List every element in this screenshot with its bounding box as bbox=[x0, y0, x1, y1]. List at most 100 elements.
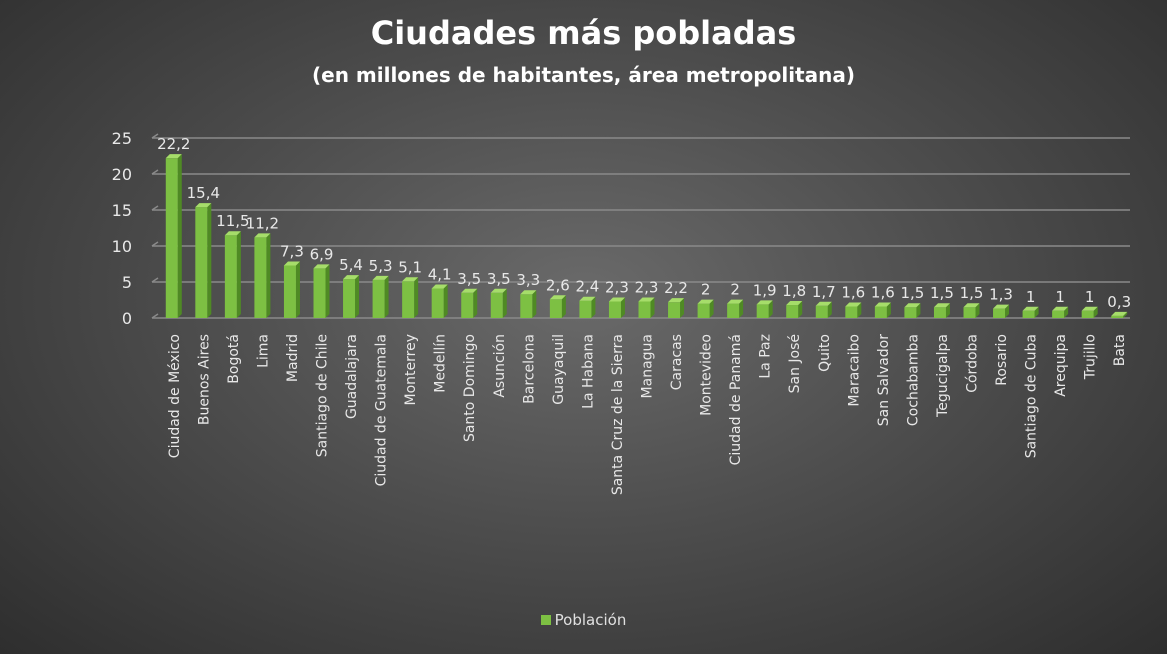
bar bbox=[1022, 306, 1039, 318]
data-label: 1,5 bbox=[960, 284, 984, 302]
category-label: Cochabamba bbox=[905, 334, 921, 426]
bar-front bbox=[786, 305, 799, 318]
bar-front bbox=[963, 307, 976, 318]
data-label: 5,4 bbox=[339, 256, 363, 274]
bar-front bbox=[520, 294, 533, 318]
bar-top bbox=[756, 300, 773, 305]
category-label: Rosario bbox=[994, 334, 1010, 386]
bar-top bbox=[668, 298, 685, 303]
data-label: 1,3 bbox=[989, 286, 1013, 304]
gridline-depth bbox=[151, 169, 159, 175]
bar-front bbox=[402, 281, 415, 318]
bar-top bbox=[490, 288, 507, 293]
bar bbox=[874, 302, 891, 318]
bar bbox=[845, 302, 862, 318]
bar-top bbox=[1022, 306, 1039, 311]
bar-top bbox=[313, 264, 330, 269]
data-label: 2,4 bbox=[575, 278, 599, 296]
bar-top bbox=[1052, 306, 1069, 311]
bar-top bbox=[697, 299, 714, 304]
bar bbox=[727, 299, 744, 318]
bar-side bbox=[561, 295, 566, 318]
bar-top bbox=[461, 288, 478, 293]
category-label: Santiago de Chile bbox=[315, 334, 331, 457]
bar-front bbox=[874, 306, 887, 318]
category-label: Medellín bbox=[433, 334, 449, 393]
bar bbox=[993, 304, 1010, 318]
bar bbox=[343, 275, 360, 318]
data-label: 2 bbox=[701, 281, 711, 299]
category-label: Arequipa bbox=[1053, 334, 1069, 397]
category-label: Tegucigalpa bbox=[935, 334, 951, 418]
category-label: Maracaibo bbox=[846, 334, 862, 407]
data-label: 7,3 bbox=[280, 242, 304, 260]
gridline-depth bbox=[151, 241, 159, 247]
category-label: Quito bbox=[817, 334, 833, 372]
bar bbox=[963, 303, 980, 318]
bar-front bbox=[608, 301, 621, 318]
data-label: 11,2 bbox=[246, 214, 279, 232]
category-label: Buenos Aires bbox=[196, 334, 212, 425]
gridline-depth bbox=[151, 313, 159, 319]
bar-front bbox=[254, 237, 267, 318]
bar-side bbox=[591, 296, 596, 318]
bar-side bbox=[709, 299, 714, 318]
bar-side bbox=[384, 275, 389, 318]
category-labels: Ciudad de México Buenos Aires Bogotá Lima Ma… bbox=[167, 334, 1128, 495]
data-label: 2 bbox=[730, 281, 740, 299]
y-tick-label: 0 bbox=[122, 309, 132, 328]
data-label: 6,9 bbox=[310, 245, 334, 263]
bar-front bbox=[490, 292, 503, 318]
bar bbox=[933, 303, 950, 318]
bar-side bbox=[1064, 306, 1069, 318]
bar bbox=[431, 284, 448, 318]
bar-top bbox=[1111, 311, 1128, 316]
bar-top bbox=[993, 304, 1010, 309]
bar-top bbox=[372, 275, 389, 280]
data-label: 1,7 bbox=[812, 283, 836, 301]
bar-side bbox=[1093, 306, 1098, 318]
bar-front bbox=[815, 305, 828, 318]
bar-front bbox=[1052, 310, 1065, 318]
category-label: Managua bbox=[640, 334, 656, 398]
bar bbox=[1052, 306, 1069, 318]
category-label: San José bbox=[787, 334, 803, 393]
bar-front bbox=[993, 308, 1006, 318]
bar-top bbox=[254, 233, 271, 238]
bar-front bbox=[845, 306, 858, 318]
bar-front bbox=[668, 302, 681, 318]
category-label: Bogotá bbox=[226, 334, 242, 384]
bar-top bbox=[343, 275, 360, 280]
data-label: 1,6 bbox=[871, 283, 895, 301]
category-label: Santiago de Cuba bbox=[1024, 334, 1040, 458]
bar-top bbox=[786, 301, 803, 306]
chart-subtitle: (en millones de habitantes, área metropo… bbox=[311, 63, 855, 87]
category-label: Barcelona bbox=[521, 334, 537, 404]
bar bbox=[461, 288, 478, 318]
bar bbox=[786, 301, 803, 318]
bar-front bbox=[727, 303, 740, 318]
data-label: 0,3 bbox=[1107, 293, 1131, 311]
category-label: Ciudad de Guatemala bbox=[374, 334, 390, 486]
bar-side bbox=[473, 288, 478, 318]
bar bbox=[195, 203, 212, 318]
data-label: 4,1 bbox=[428, 265, 452, 283]
bar-side bbox=[325, 264, 330, 318]
bar-front bbox=[697, 303, 710, 318]
data-label: 3,5 bbox=[487, 270, 511, 288]
data-label: 1,9 bbox=[753, 281, 777, 299]
bar bbox=[668, 298, 685, 318]
bar-top bbox=[224, 231, 241, 236]
bar-side bbox=[532, 290, 537, 318]
data-label: 2,3 bbox=[635, 278, 659, 296]
bar-side bbox=[798, 301, 803, 318]
bar-front bbox=[283, 265, 296, 318]
category-label: La Paz bbox=[758, 334, 774, 379]
data-label: 2,2 bbox=[664, 279, 688, 297]
bar-top bbox=[549, 295, 566, 300]
data-label: 2,6 bbox=[546, 276, 570, 294]
category-label: Lima bbox=[255, 334, 271, 368]
bar-front bbox=[1081, 310, 1094, 318]
data-labels: 22,215,411,511,27,3 6,95,4 5,3 5,1 4,1 3,5 3,5… bbox=[157, 135, 1131, 311]
bar bbox=[165, 154, 182, 318]
